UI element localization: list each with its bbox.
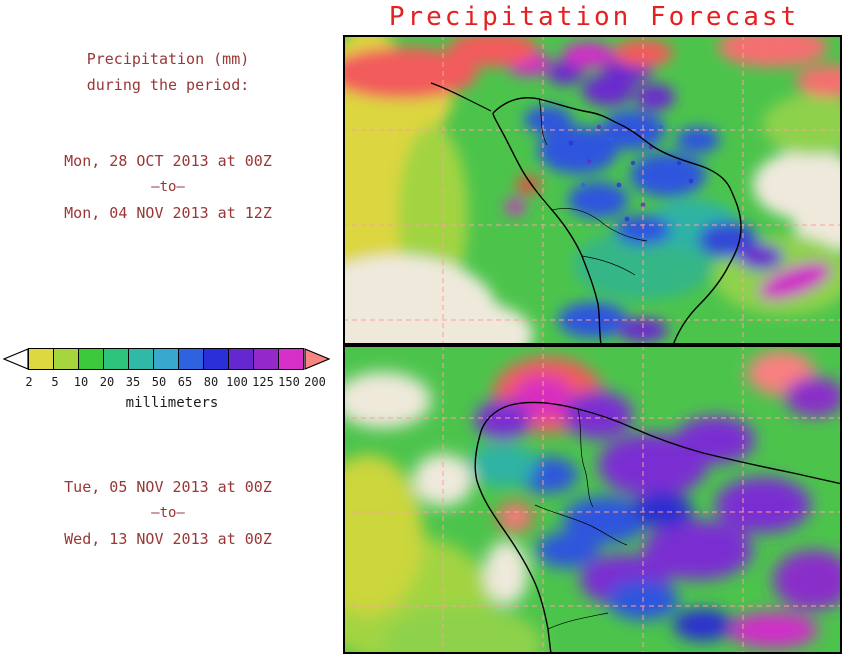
period-2-start: Tue, 05 NOV 2013 at 00Z [64,478,272,496]
colorbar-cell [153,348,179,370]
tick-label: 50 [151,375,167,389]
map-panels [343,35,842,654]
colorbar-cell [178,348,204,370]
period-2-separator: –to– [151,505,185,521]
colorbar-cell [278,348,304,370]
period-1-start: Mon, 28 OCT 2013 at 00Z [64,152,272,170]
period-1-separator: –to– [151,179,185,195]
colorbar-right-arrow [304,348,330,370]
colorbar-cell [228,348,254,370]
legend-heading-line1: Precipitation (mm) [86,50,250,68]
colorbar-left-arrow [3,348,29,370]
tick-label: 200 [304,375,326,389]
forecast-map-week2 [343,345,842,654]
tick-label: 10 [73,375,89,389]
colorbar: 2 5 10 20 35 50 65 80 100 125 150 200 mi… [3,348,341,420]
colorbar-cell [53,348,79,370]
colorbar-cell [78,348,104,370]
colorbar-cell [128,348,154,370]
tick-label: 100 [226,375,248,389]
left-column: Precipitation (mm) during the period: Mo… [0,0,340,654]
tick-label: 65 [177,375,193,389]
map1-border [343,35,842,345]
tick-label: 35 [125,375,141,389]
colorbar-cell [103,348,129,370]
gridlines [343,345,842,654]
coastline [474,401,842,654]
period-2: Tue, 05 NOV 2013 at 00Z –to– Wed, 13 NOV… [0,478,336,548]
legend-heading: Precipitation (mm) during the period: [0,46,336,98]
period-2-end: Wed, 13 NOV 2013 at 00Z [64,530,272,548]
colorbar-cell [28,348,54,370]
tick-label: 150 [278,375,300,389]
tick-label: 2 [25,375,33,389]
tick-label: 5 [51,375,59,389]
page-title: Precipitation Forecast [388,2,800,32]
precipitation-field-week2 [343,351,842,654]
legend-heading-line2: during the period: [86,76,250,94]
colorbar-unit-label: millimeters [125,395,219,411]
colorbar-cell [253,348,279,370]
colorbar-scale [3,348,341,370]
forecast-map-week1 [343,35,842,345]
tick-label: 20 [99,375,115,389]
gridlines [343,35,842,345]
tick-label: 80 [203,375,219,389]
tick-label: 125 [252,375,274,389]
period-1-end: Mon, 04 NOV 2013 at 12Z [64,204,272,222]
colorbar-cell [203,348,229,370]
coastline [430,82,742,345]
map2-border [343,345,842,654]
period-1: Mon, 28 OCT 2013 at 00Z –to– Mon, 04 NOV… [0,152,336,222]
